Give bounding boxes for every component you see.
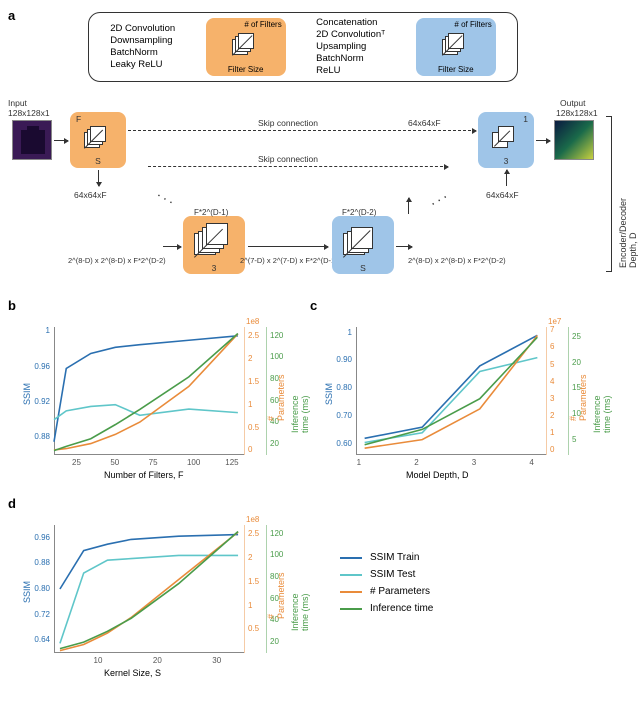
panel-a: a 2D ConvolutionDownsamplingBatchNormLea… (8, 8, 632, 288)
enc1-out: 64x64xF (74, 190, 107, 200)
chart-d: 1020300.640.720.800.880.960.511.522.5204… (8, 513, 298, 688)
panel-c: c 12340.600.700.800.90101234567510152025… (310, 298, 600, 490)
dots: ... (425, 184, 451, 208)
legend-label-params: # Parameters (370, 586, 430, 597)
panel-a-label: a (8, 8, 15, 23)
output-label: Output (560, 98, 586, 108)
legend-label-train: SSIM Train (370, 552, 419, 563)
decd-out: 2^(8-D) x 2^(8-D) x F*2^(D-2) (408, 256, 506, 265)
enc1-s: S (95, 156, 101, 166)
filter-stack-icon (442, 33, 470, 61)
enc1-f: F (76, 114, 81, 124)
decoder-block-d: S (332, 216, 394, 274)
output-thumbnail (554, 120, 594, 160)
input-thumbnail (12, 120, 52, 160)
filter-stack-icon (194, 227, 234, 263)
legend-label-test: SSIM Test (370, 569, 415, 580)
filter-size-label: Filter Size (228, 65, 264, 74)
skip-label-1: Skip connection (258, 118, 318, 128)
legend-label-infer: Inference time (370, 603, 433, 614)
chart-c: 12340.600.700.800.901012345675101520251e… (310, 315, 600, 490)
chart-b: 2550751001250.880.920.96100.511.522.5204… (8, 315, 298, 490)
filter-stack-icon (84, 126, 112, 154)
encd-in: 2^(8-D) x 2^(8-D) x F*2^(D-2) (68, 256, 166, 265)
filters-count-label: # of Filters (244, 20, 281, 29)
dec1-3: 3 (504, 156, 509, 166)
decoder-ops-list: Concatenation2D ConvolutionᵀUpsamplingBa… (316, 17, 385, 76)
legend-row-params: # Parameters (340, 586, 433, 597)
arrow (408, 198, 409, 214)
arrow (536, 140, 550, 141)
encoder-ops-list: 2D ConvolutionDownsamplingBatchNormLeaky… (110, 23, 175, 71)
figure: a 2D ConvolutionDownsamplingBatchNormLea… (8, 8, 632, 688)
arrow (54, 140, 68, 141)
series-legend: SSIM Train SSIM Test # Parameters Infere… (340, 546, 433, 688)
legend-row-train: SSIM Train (340, 552, 433, 563)
panel-b-label: b (8, 298, 298, 313)
filter-stack-icon (232, 33, 260, 61)
encoder-block-d: 3 (183, 216, 245, 274)
arrow (98, 170, 99, 186)
output-dims: 128x128x1 (556, 108, 598, 118)
legend-box: 2D ConvolutionDownsamplingBatchNormLeaky… (88, 12, 518, 82)
panel-d: d 1020300.640.720.800.880.960.511.522.52… (8, 496, 298, 688)
skip-dims-1: 64x64xF (408, 118, 441, 128)
skip-label-2: Skip connection (258, 154, 318, 164)
filter-stack-icon (492, 126, 520, 154)
dec1-1: 1 (523, 114, 528, 124)
legend-row-test: SSIM Test (340, 569, 433, 580)
input-dims: 128x128x1 (8, 108, 50, 118)
encd-f: F*2^(D-1) (194, 208, 228, 217)
depth-bracket (606, 116, 612, 272)
decd-s: S (360, 263, 366, 273)
panel-d-label: d (8, 496, 298, 511)
arrow (396, 246, 412, 247)
arrow (506, 170, 507, 186)
legend-row-infer: Inference time (340, 603, 433, 614)
dec1-in: 64x64xF (486, 190, 519, 200)
encd-3: 3 (212, 263, 217, 273)
filters-count-label-2: # of Filters (454, 20, 491, 29)
arrow (163, 246, 181, 247)
encoder-block-legend: # of Filters Filter Size (206, 18, 286, 76)
panel-c-label: c (310, 298, 600, 313)
filter-size-label-2: Filter Size (438, 65, 474, 74)
input-label: Input (8, 98, 27, 108)
charts-row-bc: b 2550751001250.880.920.96100.511.522.52… (8, 298, 632, 490)
skip-arrow-2 (148, 166, 448, 167)
filter-stack-icon (343, 227, 383, 263)
arrow (248, 246, 328, 247)
encoder-block-1: F S (70, 112, 126, 168)
depth-label: Encoder/Decoder Depth, D (618, 198, 638, 268)
dots: ... (155, 184, 181, 208)
decoder-block-legend: # of Filters Filter Size (416, 18, 496, 76)
panel-b: b 2550751001250.880.920.96100.511.522.52… (8, 298, 298, 490)
skip-arrow-1 (128, 130, 476, 131)
decd-f: F*2^(D-2) (342, 208, 376, 217)
encd-out: 2^(7-D) x 2^(7-D) x F*2^(D-1) (240, 256, 338, 265)
decoder-block-1: 1 3 (478, 112, 534, 168)
charts-row-d: d 1020300.640.720.800.880.960.511.522.52… (8, 496, 632, 688)
